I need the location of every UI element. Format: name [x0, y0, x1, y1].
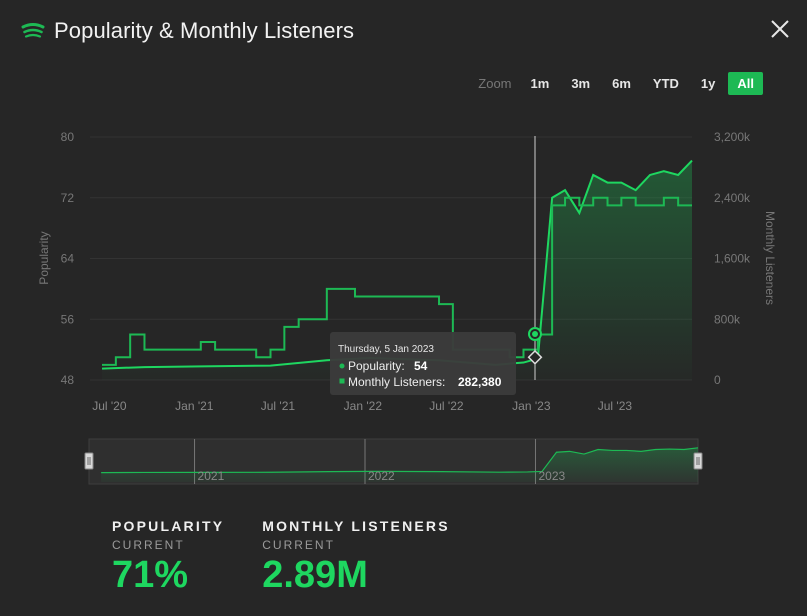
- stat-listeners: MONTHLY LISTENERS CURRENT 2.89M: [262, 518, 450, 597]
- x-tick-label: Jul '21: [261, 399, 296, 413]
- stats-panel: POPULARITY CURRENT 71% MONTHLY LISTENERS…: [112, 518, 450, 597]
- navigator-year-label: 2021: [198, 469, 225, 483]
- zoom-ytd-button[interactable]: YTD: [652, 76, 679, 91]
- stat-listeners-value: 2.89M: [262, 554, 368, 596]
- y-right-tick-label: 3,200k: [714, 130, 751, 144]
- popularity-hover-point-inner: [532, 331, 538, 337]
- popularity-series-line: [102, 196, 692, 366]
- dialog-title: Popularity & Monthly Listeners: [54, 18, 355, 43]
- stat-listeners-label: MONTHLY LISTENERS: [262, 518, 450, 534]
- stat-popularity-sub: CURRENT: [112, 538, 185, 552]
- stat-popularity-value: 71%: [112, 554, 189, 596]
- zoom-all-button[interactable]: All: [728, 72, 763, 95]
- stat-popularity-label: POPULARITY: [112, 518, 225, 534]
- y-right-tick-label: 0: [714, 373, 721, 387]
- tooltip-date: Thursday, 5 Jan 2023: [338, 344, 434, 355]
- y-left-tick-label: 48: [61, 373, 75, 387]
- y-left-tick-label: 56: [61, 312, 75, 326]
- y-left-tick-label: 72: [61, 191, 75, 205]
- zoom-controls: Zoom 1m 3m 6m YTD 1y All: [478, 72, 763, 95]
- x-tick-label: Jan '21: [175, 399, 214, 413]
- x-tick-label: Jul '20: [92, 399, 127, 413]
- zoom-1m-button[interactable]: 1m: [530, 76, 550, 91]
- tooltip-popularity-value: 54: [414, 359, 428, 373]
- zoom-label: Zoom: [478, 76, 512, 91]
- listeners-series-line: [101, 159, 693, 370]
- y-right-tick-label: 800k: [714, 312, 741, 326]
- zoom-6m-button[interactable]: 6m: [612, 76, 631, 91]
- x-tick-label: Jul '22: [429, 399, 464, 413]
- chart-tooltip: Thursday, 5 Jan 2023 Popularity: 54 Mont…: [330, 332, 516, 395]
- x-tick-label: Jan '22: [344, 399, 383, 413]
- navigator-year-label: 2022: [368, 469, 395, 483]
- y-left-tick-label: 80: [61, 130, 75, 144]
- y-axis-left-label: Popularity: [37, 231, 51, 284]
- popularity-listeners-chart[interactable]: Popularity Monthly Listeners 8072645648 …: [0, 0, 807, 500]
- x-tick-label: Jul '23: [598, 399, 633, 413]
- y-right-tick-label: 2,400k: [714, 191, 751, 205]
- listeners-area: [102, 160, 693, 380]
- zoom-1y-button[interactable]: 1y: [700, 76, 716, 91]
- navigator-series-area: [101, 447, 698, 482]
- stat-listeners-sub: CURRENT: [262, 538, 335, 552]
- navigator-year-label: 2023: [538, 469, 565, 483]
- navigator-series-line: [101, 447, 699, 474]
- navigator-right-handle[interactable]: [693, 452, 703, 470]
- stat-popularity: POPULARITY CURRENT 71%: [112, 518, 224, 597]
- zoom-3m-button[interactable]: 3m: [571, 76, 591, 91]
- y-left-tick-label: 64: [61, 252, 75, 266]
- spotify-icon: [21, 23, 45, 38]
- close-icon[interactable]: [769, 18, 791, 40]
- y-axis-right-label: Monthly Listeners: [763, 211, 777, 305]
- navigator-left-handle[interactable]: [84, 452, 94, 470]
- range-navigator[interactable]: 2021 2022 2023: [84, 438, 703, 485]
- dialog-header: Popularity & Monthly Listeners: [20, 18, 354, 44]
- tooltip-listeners-value: 282,380: [458, 375, 502, 389]
- y-right-tick-label: 1,600k: [714, 252, 751, 266]
- tooltip-listeners-label: Monthly Listeners:: [348, 375, 445, 389]
- listeners-hover-point: [527, 349, 543, 365]
- x-tick-label: Jan '23: [512, 399, 551, 413]
- tooltip-popularity-label: Popularity:: [348, 359, 405, 373]
